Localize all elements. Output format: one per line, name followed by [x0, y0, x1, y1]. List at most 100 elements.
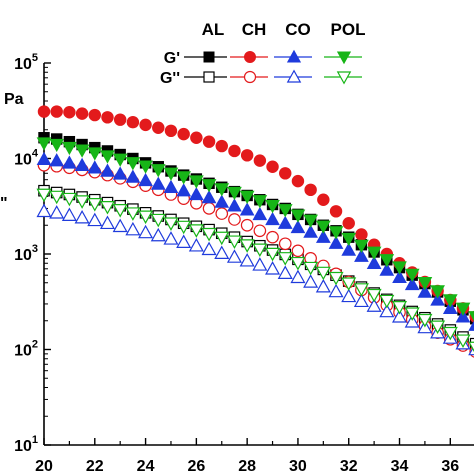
data-point [328, 283, 344, 298]
data-point [112, 218, 128, 233]
data-point [63, 106, 76, 119]
data-point [228, 144, 241, 158]
data-point [226, 235, 242, 249]
legend-column-header: AL [202, 20, 225, 39]
data-point [366, 255, 382, 269]
data-point [303, 274, 319, 288]
data-point [163, 167, 179, 181]
data-point [430, 292, 445, 306]
data-point [201, 179, 217, 193]
data-point [177, 127, 190, 141]
data-point [239, 190, 255, 205]
data-point [355, 228, 368, 241]
data-point [468, 341, 474, 353]
data-point [215, 207, 229, 220]
data-point [138, 172, 153, 187]
data-point [366, 288, 382, 303]
data-point [266, 230, 279, 244]
data-point [341, 232, 357, 247]
legend-row-label: G' [164, 50, 180, 67]
data-point [417, 284, 433, 298]
data-point [100, 150, 115, 164]
data-point [49, 205, 65, 219]
legend-column-header: CH [242, 20, 267, 39]
data-point [36, 151, 52, 166]
data-point [101, 111, 114, 124]
data-point [286, 49, 302, 63]
data-point [379, 262, 395, 276]
data-point [61, 207, 77, 221]
data-point [203, 51, 215, 63]
data-point [74, 144, 90, 158]
data-point [125, 169, 141, 183]
data-point [265, 200, 280, 214]
data-point [404, 314, 420, 328]
data-point [139, 118, 152, 132]
data-point [87, 160, 103, 174]
x-tick-label: 34 [391, 458, 409, 474]
data-point [341, 277, 357, 291]
data-point [203, 71, 215, 83]
data-point [74, 195, 90, 209]
legend-row-label: G'' [160, 70, 180, 87]
data-point [99, 215, 116, 230]
data-point [366, 246, 382, 260]
x-tick-label: 32 [340, 458, 358, 474]
data-point [265, 247, 281, 262]
data-point [353, 293, 369, 308]
y-tick-label: 105 [14, 52, 38, 73]
data-point [252, 206, 268, 221]
data-point [125, 157, 141, 171]
data-point [430, 285, 445, 299]
axes [43, 62, 474, 446]
data-point [253, 224, 267, 238]
data-point [201, 190, 217, 204]
data-point [239, 202, 255, 216]
data-point [125, 207, 141, 221]
data-point [252, 243, 268, 258]
data-point [328, 226, 344, 240]
data-point [74, 157, 90, 171]
data-point [315, 266, 331, 281]
data-point [392, 261, 407, 275]
data-point [190, 131, 203, 144]
data-point [176, 171, 192, 185]
data-point [290, 219, 306, 234]
y-axis-label-unit: Pa [4, 91, 24, 108]
data-point [379, 294, 395, 309]
data-point [100, 163, 115, 177]
data-point [164, 124, 178, 138]
data-point [240, 218, 254, 232]
data-point [265, 211, 280, 226]
y-tick-label: 102 [14, 339, 38, 360]
data-point [341, 242, 357, 256]
data-point [391, 300, 408, 315]
data-point [36, 137, 52, 151]
data-point [74, 209, 90, 224]
data-point [442, 294, 458, 308]
x-tick-label: 20 [35, 458, 53, 474]
data-point [243, 70, 257, 84]
x-tick-label: 28 [238, 458, 256, 474]
data-point [88, 108, 102, 122]
data-point [176, 183, 192, 197]
data-point [291, 244, 305, 258]
x-tick-label: 36 [441, 458, 459, 474]
data-point [150, 213, 166, 228]
data-point [239, 239, 255, 253]
series-ch-loss [37, 158, 474, 358]
data-point [315, 220, 331, 234]
data-point [430, 320, 446, 335]
data-point [176, 220, 192, 235]
data-point [50, 105, 63, 118]
data-point [112, 166, 128, 180]
tick-labels: 20 22 24 26 28 30 32 34 36 101 102 103 104 105 [14, 52, 459, 474]
data-point [113, 113, 127, 126]
data-point [214, 183, 230, 197]
data-point [215, 139, 228, 153]
data-point [341, 288, 357, 303]
data-point [354, 239, 369, 253]
legend-column-header: CO [285, 20, 311, 39]
data-point [189, 186, 204, 201]
